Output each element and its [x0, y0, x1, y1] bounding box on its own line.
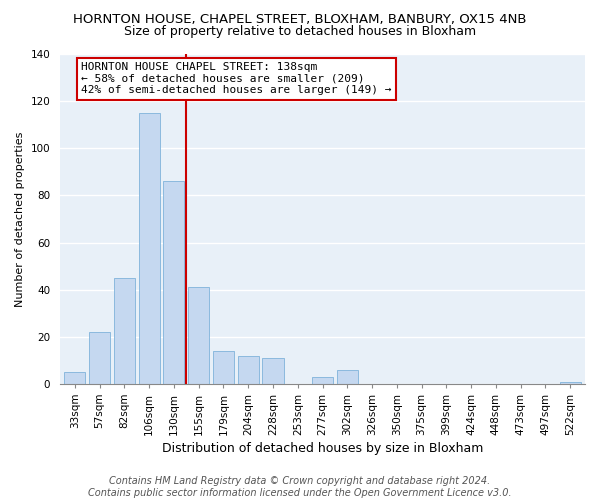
Bar [238, 356, 259, 384]
Bar [114, 278, 135, 384]
Text: Size of property relative to detached houses in Bloxham: Size of property relative to detached ho… [124, 25, 476, 38]
Bar [213, 351, 234, 384]
Text: HORNTON HOUSE, CHAPEL STREET, BLOXHAM, BANBURY, OX15 4NB: HORNTON HOUSE, CHAPEL STREET, BLOXHAM, B… [73, 12, 527, 26]
Y-axis label: Number of detached properties: Number of detached properties [15, 132, 25, 306]
Text: HORNTON HOUSE CHAPEL STREET: 138sqm
← 58% of detached houses are smaller (209)
4: HORNTON HOUSE CHAPEL STREET: 138sqm ← 58… [81, 62, 392, 96]
Bar [188, 288, 209, 384]
Bar [312, 377, 333, 384]
Bar [64, 372, 85, 384]
Bar [560, 382, 581, 384]
Bar [139, 113, 160, 384]
Bar [337, 370, 358, 384]
Bar [89, 332, 110, 384]
Bar [163, 181, 184, 384]
Text: Contains HM Land Registry data © Crown copyright and database right 2024.
Contai: Contains HM Land Registry data © Crown c… [88, 476, 512, 498]
X-axis label: Distribution of detached houses by size in Bloxham: Distribution of detached houses by size … [162, 442, 483, 455]
Bar [262, 358, 284, 384]
